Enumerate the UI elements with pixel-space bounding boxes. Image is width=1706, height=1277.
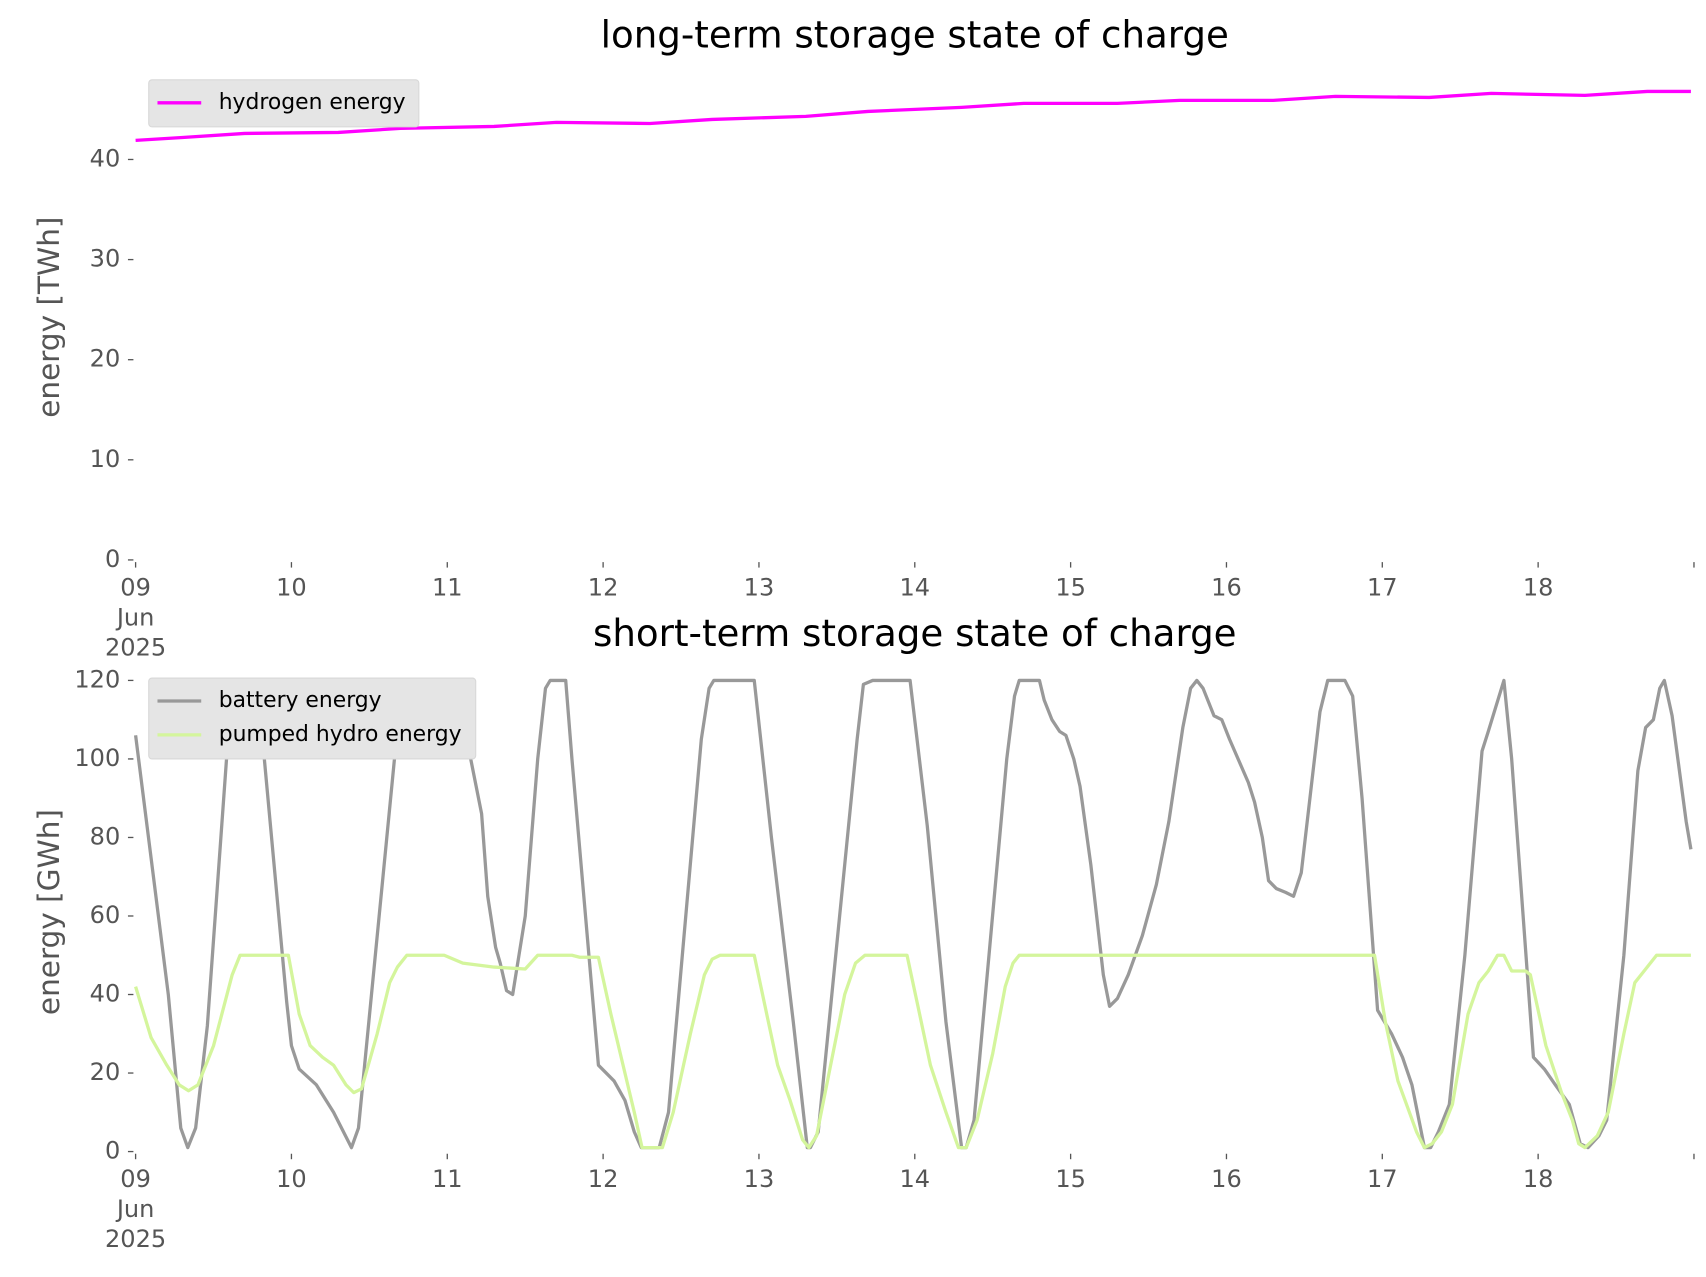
legend: battery energy pumped hydro energy bbox=[148, 677, 477, 760]
legend-box bbox=[148, 677, 477, 760]
legend-label: pumped hydro energy bbox=[219, 722, 462, 747]
data-line bbox=[135, 89, 1691, 143]
x-tick-label: 15 bbox=[1055, 1165, 1086, 1193]
y-tick-label: 10 bbox=[90, 445, 121, 473]
data-line bbox=[133, 678, 1693, 1150]
x-tick-label: 18 bbox=[1523, 1165, 1554, 1193]
x-tick-label: 10 bbox=[276, 1165, 307, 1193]
y-tick-label: 0 bbox=[105, 545, 120, 573]
y-tick-label: 120 bbox=[74, 665, 120, 693]
x-tick-label: 17 bbox=[1367, 1165, 1398, 1193]
x-tick-label: 11 bbox=[432, 1165, 463, 1193]
x-tick-label: 15 bbox=[1055, 573, 1086, 601]
x-tick-label: 16 bbox=[1211, 1165, 1242, 1193]
y-tick-label: 60 bbox=[90, 901, 121, 929]
chart-title: long-term storage state of charge bbox=[601, 13, 1229, 57]
x-tick-label: 14 bbox=[899, 1165, 930, 1193]
y-tick-label: 30 bbox=[90, 245, 121, 273]
y-tick-label: 20 bbox=[90, 1058, 121, 1086]
x-tick-label: 11 bbox=[432, 573, 463, 601]
x-tick-label: 14 bbox=[899, 573, 930, 601]
x-tick-label: 09 Jun 2025 bbox=[105, 573, 166, 661]
x-tick-label: 12 bbox=[588, 1165, 619, 1193]
x-tick-label: 10 bbox=[276, 573, 307, 601]
x-tick-label: 16 bbox=[1211, 573, 1242, 601]
x-tick-label: 17 bbox=[1367, 573, 1398, 601]
y-axis-label: energy [TWh] bbox=[32, 217, 66, 418]
x-tick-label: 13 bbox=[744, 573, 775, 601]
y-tick-label: 80 bbox=[90, 822, 121, 850]
legend-label: battery energy bbox=[219, 688, 382, 713]
x-tick-label: 12 bbox=[588, 573, 619, 601]
y-tick-label: 40 bbox=[90, 980, 121, 1008]
y-tick-label: 40 bbox=[90, 144, 121, 172]
y-tick-label: 100 bbox=[74, 744, 120, 772]
y-axis-label: energy [GWh] bbox=[32, 809, 66, 1015]
x-tick-label: 13 bbox=[744, 1165, 775, 1193]
legend-label: hydrogen energy bbox=[219, 90, 406, 115]
data-line bbox=[134, 953, 1691, 1150]
y-tick-label: 20 bbox=[90, 345, 121, 373]
y-tick-label: 0 bbox=[105, 1137, 120, 1165]
chart-title: short-term storage state of charge bbox=[593, 611, 1237, 655]
legend: hydrogen energy bbox=[148, 79, 420, 128]
x-tick-label: 18 bbox=[1523, 573, 1554, 601]
x-tick-label: 09 Jun 2025 bbox=[105, 1165, 166, 1253]
legend-box bbox=[148, 79, 420, 128]
